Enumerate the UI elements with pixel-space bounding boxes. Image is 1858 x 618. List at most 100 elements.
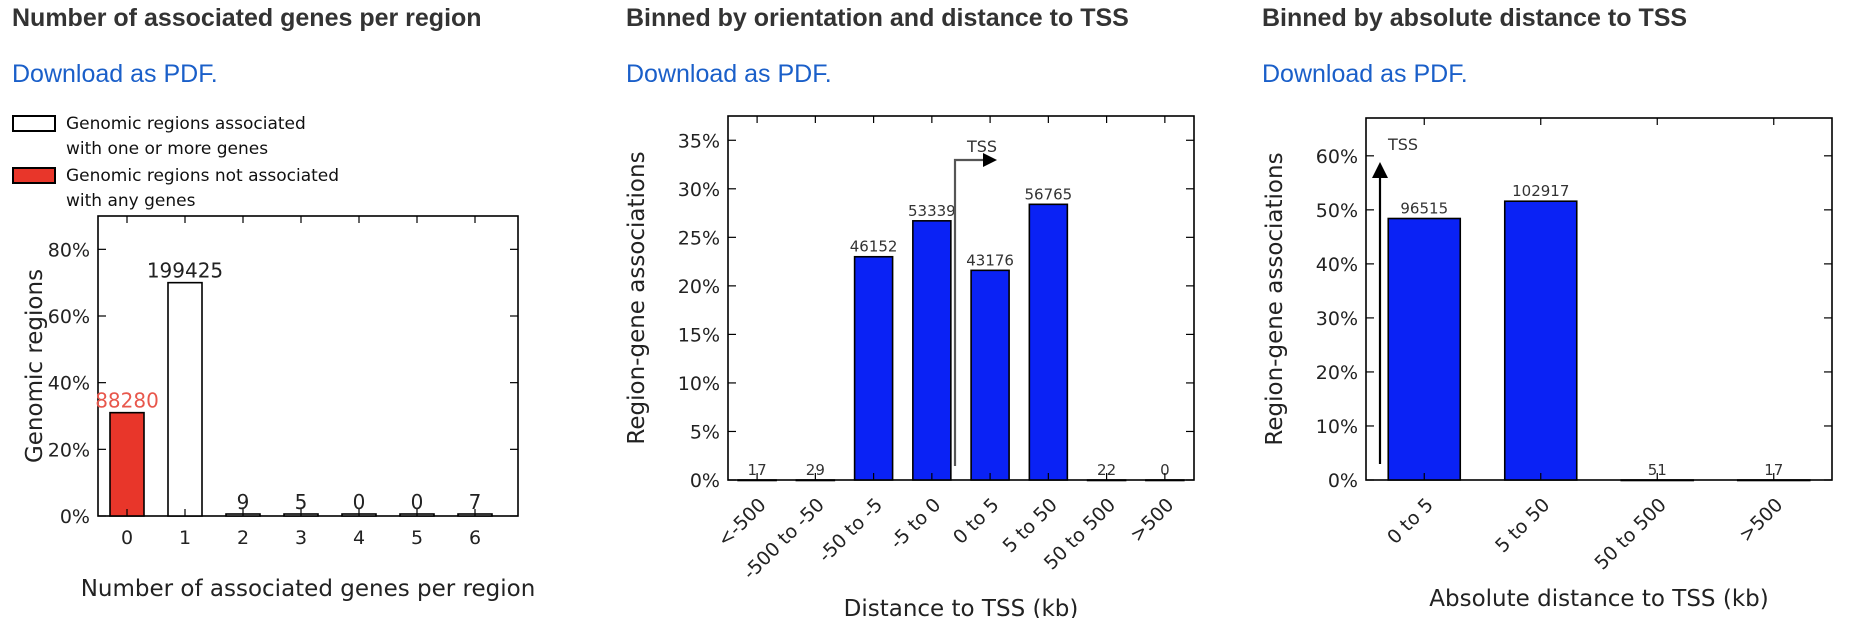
data-label: 9 [237,490,250,514]
x-tick-label: >500 [1126,494,1178,546]
y-tick-label: 10% [678,373,720,395]
bar [167,281,203,517]
y-tick-label: 0% [1328,470,1358,492]
data-label: 0 [353,490,366,514]
y-tick-label: 25% [678,227,720,249]
data-label: 88280 [95,389,159,413]
tss-arrow [953,158,985,466]
y-tick-label: 30% [678,179,720,201]
y-tick-label: 30% [1316,308,1358,330]
x-tick-label: <-500 [713,494,770,551]
data-label: 22 [1097,461,1116,479]
y-tick-label: 20% [678,276,720,298]
download-pdf-link[interactable]: Download as PDF. [1262,60,1468,88]
bar [1620,479,1695,482]
x-axis-label: Absolute distance to TSS (kb) [1429,586,1768,612]
data-label: 56765 [1024,185,1072,203]
bar [1145,479,1185,482]
y-axis-label: Region-gene associations [624,151,650,444]
bar [1503,200,1578,481]
y-tick-label: 60% [1316,146,1358,168]
legend-label: with one or more genes [66,139,268,159]
panel-title: Binned by absolute distance to TSS [1262,4,1688,32]
data-label: 53339 [908,202,956,220]
y-tick-label: 80% [48,239,90,261]
legend-swatch [12,115,56,132]
x-tick-label: >500 [1735,494,1787,546]
x-tick-label: 2 [237,527,249,549]
x-tick-label: 4 [353,527,365,549]
legend-swatch [12,167,56,184]
x-axis-label: Number of associated genes per region [81,576,536,602]
legend-label: Genomic regions not associated [66,166,339,186]
legend-label: Genomic regions associated [66,114,306,134]
x-tick-label: 5 to 50 [1491,494,1554,557]
y-tick-label: 35% [678,130,720,152]
tss-arrowhead [1372,162,1388,178]
bar [1736,479,1811,482]
data-label: 199425 [147,259,223,283]
bar [109,411,145,517]
x-tick-label: 0 to 5 [949,494,1004,549]
download-pdf-link[interactable]: Download as PDF. [626,60,832,88]
y-tick-label: 0% [60,506,90,528]
bar [1086,479,1127,482]
data-label: 96515 [1400,199,1448,217]
bar [970,269,1010,481]
y-tick-label: 10% [1316,416,1358,438]
panel-title: Number of associated genes per region [12,4,482,32]
data-label: 17 [1764,461,1783,479]
absolute-distance-chart: 0% 10% 20% 30% 40% 50% 60% 96515 0 to 5 102917 5 t… [1262,117,1833,612]
y-tick-label: 20% [48,439,90,461]
data-label: 17 [748,461,767,479]
x-tick-label: 3 [295,527,307,549]
panel-genes-per-region: Number of associated genes per region Do… [12,0,612,618]
y-tick-label: 20% [1316,362,1358,384]
y-tick-label: 0% [690,470,720,492]
bar [1387,217,1462,481]
x-tick-label: -5 to 0 [886,494,946,554]
y-axis-label: Genomic regions [22,269,48,463]
x-tick-label: -50 to -5 [814,494,887,567]
y-axis-label: Region-gene associations [1262,152,1288,445]
bar [1028,203,1069,481]
tss-label: TSS [1387,135,1418,154]
tss-label: TSS [966,137,997,156]
data-label: 43176 [966,251,1014,269]
y-tick-label: 40% [1316,254,1358,276]
y-tick-label: 40% [48,373,90,395]
x-tick-label: 1 [179,527,191,549]
genes-per-region-chart: Genomic regions associated with one or mo… [12,114,536,602]
data-label: 0 [1160,461,1170,479]
y-tick-label: 60% [48,306,90,328]
data-label: 29 [806,461,825,479]
data-label: 5 [295,490,308,514]
panel-title: Binned by orientation and distance to TS… [626,4,1129,32]
x-tick-label: 5 [411,527,423,549]
data-label: 102917 [1512,182,1569,200]
x-axis-label: Distance to TSS (kb) [844,596,1079,618]
download-pdf-link[interactable]: Download as PDF. [12,60,218,88]
x-tick-label: 6 [469,527,481,549]
tss-arrowhead [983,153,997,167]
x-tick-label: 0 to 5 [1383,494,1438,549]
bar [912,220,952,481]
y-tick-label: 15% [678,324,720,346]
x-tick-label: 50 to 500 [1590,494,1670,574]
data-label: 46152 [850,238,898,256]
plot-frame [1365,117,1833,481]
panel-absolute-distance: Binned by absolute distance to TSS Downl… [1262,0,1852,618]
data-label: 0 [411,490,424,514]
panel-orientation-distance: Binned by orientation and distance to TS… [624,0,1246,618]
y-tick-label: 50% [1316,200,1358,222]
y-tick-label: 5% [690,421,720,443]
data-label: 51 [1648,461,1667,479]
plot-frame [727,115,1195,481]
data-label: 7 [469,490,482,514]
bar [853,255,894,481]
x-tick-label: 0 [121,527,133,549]
legend-label: with any genes [66,191,196,211]
bar [737,479,777,482]
bar [795,479,836,482]
